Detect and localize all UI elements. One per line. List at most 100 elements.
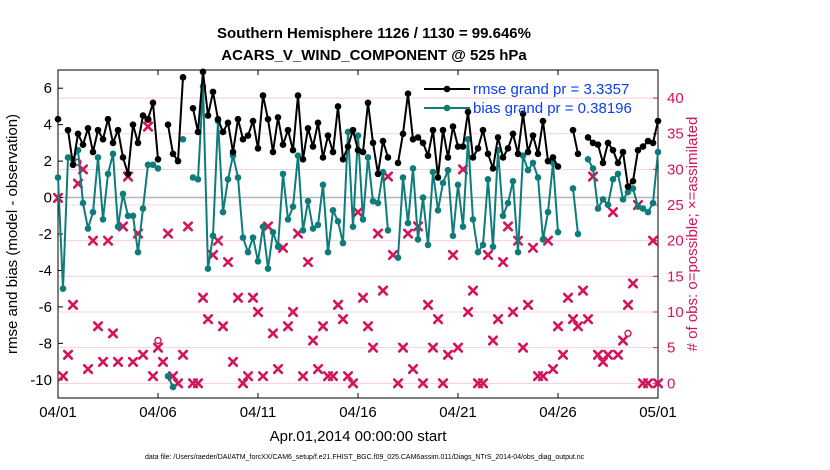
rmse-point [459,143,467,150]
rmse-point [504,145,512,152]
bias-point [234,174,242,181]
rmse-point [529,132,537,139]
obs-assimilated-marker [117,221,129,232]
bias-point [134,248,142,256]
rmse-point [349,126,357,134]
rmse-point [129,121,137,128]
obs-assimilated-marker [362,321,374,332]
rmse-point [444,154,452,161]
obs-assimilated-marker [547,363,559,375]
bias-point [224,176,232,183]
bias-point [464,135,472,143]
obs-assimilated-marker [112,356,124,368]
obs-assimilated-marker [312,363,324,375]
bias-point [529,159,537,167]
y-axis-left-label: rmse and bias (model - observation) [4,114,21,354]
legend-rmse-marker [443,85,451,93]
rmse-point [399,130,407,138]
bias-point [569,185,577,192]
obs-assimilated-marker [647,235,659,246]
rmse-point [534,150,542,158]
obs-assimilated-marker [352,207,364,218]
y-left-tick-label: 2 [44,153,52,170]
obs-assimilated-marker [437,378,449,389]
obs-assimilated-marker [477,378,489,389]
bias-point [294,152,302,159]
rmse-point [169,150,177,158]
rmse-point [509,130,517,138]
rmse-point [434,174,442,181]
rmse-point [489,165,497,172]
obs-assimilated-marker [267,328,279,339]
obs-assimilated-marker [177,349,189,360]
bias-point [79,199,87,207]
rmse-point [209,88,217,96]
obs-assimilated-marker [527,242,539,253]
obs-assimilated-marker [272,363,284,375]
obs-assimilated-marker [222,256,234,268]
chart-subtitle: ACARS_V_WIND_COMPONENT @ 525 hPa [221,47,527,64]
x-axis-label: Apr.01,2014 00:00:00 start [270,428,448,445]
obs-assimilated-marker [197,292,209,303]
rmse-point [339,155,347,163]
bias-point [139,205,147,212]
obs-assimilated-marker [572,321,584,332]
obs-assimilated-marker [157,356,169,368]
y-left-tick-label: 0 [44,190,52,207]
rmse-point [64,126,72,134]
obs-assimilated-marker [627,278,639,289]
obs-assimilated-marker [107,328,119,339]
bias-point [89,208,97,216]
y-left-tick-label: -10 [30,372,52,389]
bias-point [314,221,322,229]
y-right-tick-label: 20 [667,233,684,250]
y-right-tick-label: 5 [667,340,675,357]
bias-point [179,135,187,143]
obs-assimilated-marker [562,292,574,303]
bias-point [269,228,277,236]
bias-point [469,216,477,223]
rmse-point [649,139,657,147]
bias-point [544,208,552,216]
bias-point [449,232,457,240]
obs-assimilated-marker [432,314,444,325]
rmse-point [194,128,202,136]
obs-assimilated-marker [597,356,609,368]
obs-assimilated-marker [287,306,299,318]
rmse-point [604,139,612,147]
rmse-point [514,150,522,158]
obs-assimilated-marker [152,342,164,353]
obs-assimilated-marker [492,314,504,325]
obs-assimilated-marker [307,335,319,346]
bias-point [94,154,102,161]
obs-assimilated-marker [317,321,329,332]
obs-assimilated-marker [202,314,214,325]
legend-bias-marker [443,104,451,112]
rmse-point [224,119,232,127]
rmse-point [214,115,222,123]
y-left-tick-label: 4 [44,117,52,134]
obs-assimilated-marker [577,285,589,296]
obs-assimilated-marker [407,363,419,375]
rmse-point [344,143,352,150]
rmse-point [284,126,292,134]
bias-point [249,234,257,241]
rmse-point [94,126,102,134]
rmse-point [554,163,562,170]
bias-point [284,216,292,223]
obs-assimilated-marker [602,349,614,360]
bias-point [189,174,197,181]
rmse-point [589,139,597,147]
rmse-point [549,154,557,161]
rmse-point [574,150,582,158]
rmse-point [404,90,412,97]
obs-assimilated-marker [332,299,344,310]
bias-point [254,258,262,265]
rmse-line [167,77,184,163]
obs-assimilated-marker [567,314,579,325]
obs-assimilated-marker [652,378,664,389]
bias-point [244,248,252,256]
bias-point [454,181,462,189]
y-right-tick-label: 25 [667,197,684,214]
x-tick-label: 04/16 [339,404,377,421]
